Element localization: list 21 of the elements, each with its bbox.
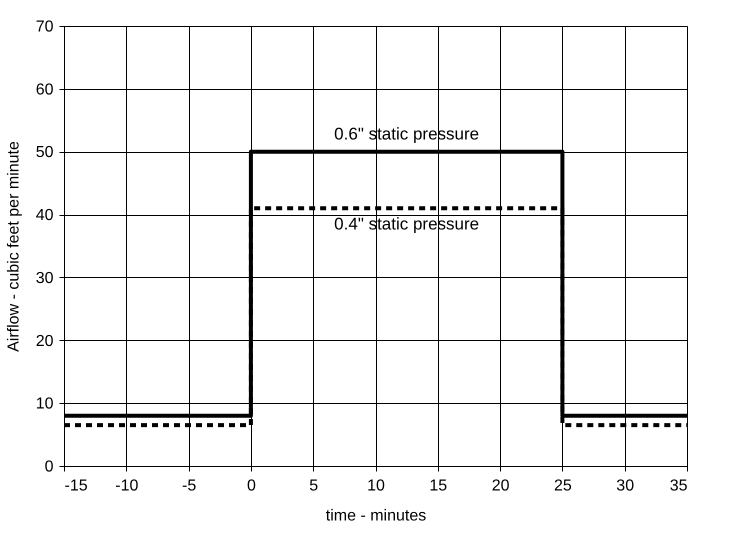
y-tick-label: 30 [36,270,54,287]
y-tick-label: 70 [36,18,54,36]
y-tick-label: 10 [36,396,54,413]
x-tick-label: 25 [554,478,572,494]
x-tick-label: 30 [616,478,634,494]
x-tick-label: 10 [367,478,385,494]
x-tick-label: -10 [115,478,138,494]
x-tick-label: -5 [182,478,196,494]
y-tick-label: 20 [36,332,54,350]
y-tick-label: 0 [44,458,54,476]
x-tick-label: 0 [246,478,256,494]
y-tick-label: 40 [36,207,54,224]
x-axis-title: time - minutes [326,508,426,524]
y-tick-label: 60 [36,81,54,98]
x-tick-label: 35 [670,478,688,494]
x-tick-label: 15 [429,478,448,494]
x-tick-label: -15 [64,478,88,494]
y-tick-label: 50 [36,144,54,162]
x-tick-label: 5 [309,478,318,494]
x-tick-label: 20 [492,478,510,494]
y-axis-title: Airflow - cubic feet per minute [6,141,23,352]
